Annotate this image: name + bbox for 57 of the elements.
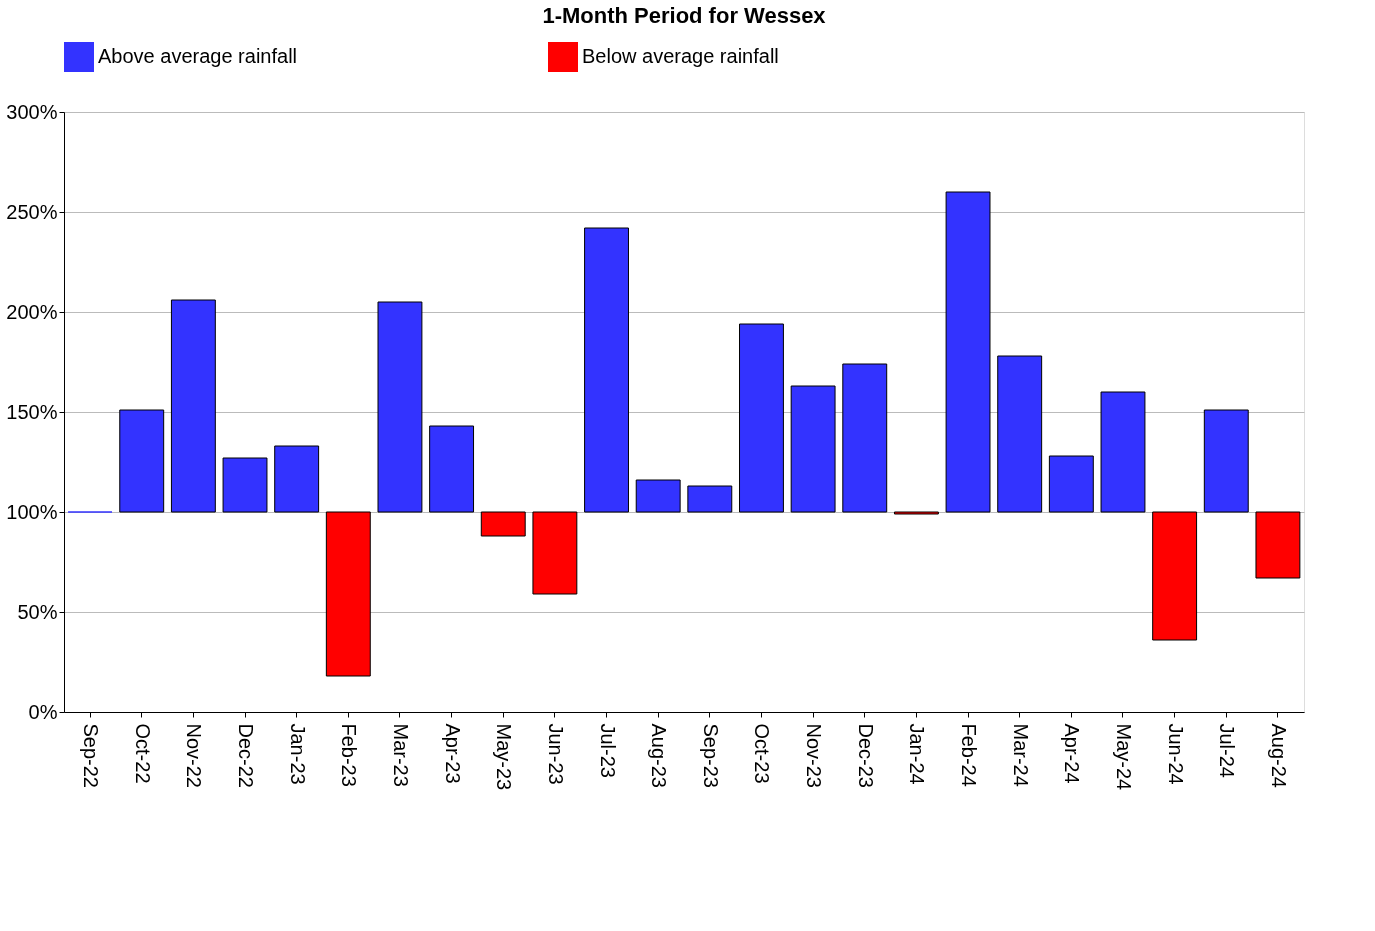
bar [480,511,526,537]
x-tick-label: Jun-24 [1164,723,1187,785]
bar [584,227,629,513]
x-tick-label: Nov-23 [803,723,826,788]
y-tick-label: 100% [6,500,58,523]
legend-label: Above average rainfall [98,45,298,67]
x-tick-label: Aug-23 [648,723,671,788]
bar [842,363,888,513]
y-tick-label: 250% [6,200,58,223]
x-tick-label: Jan-23 [286,723,309,785]
bar [1255,511,1301,579]
chart-title: 1-Month Period for Wessex [542,3,827,28]
x-tick-label: Jan-24 [906,723,929,785]
y-tick-label: 150% [6,400,58,423]
bar [893,511,939,515]
bar [532,511,578,595]
y-tick-label: 0% [28,700,58,723]
x-tick-label: Mar-24 [1009,723,1032,787]
legend-label: Below average rainfall [582,45,779,67]
x-tick-label: Oct-23 [751,723,774,784]
bar [997,355,1043,513]
x-tick-label: Jun-23 [544,723,567,785]
bar [429,425,475,513]
x-tick-label: May-24 [1112,723,1135,791]
bar [687,485,733,513]
bar [790,385,836,513]
x-tick-label: Jul-23 [596,723,619,778]
bar [222,457,268,513]
bar [1152,511,1198,641]
bar [325,511,371,677]
x-tick-label: Nov-22 [183,723,206,788]
x-tick-label: Sep-22 [80,723,103,788]
x-tick-label: Apr-23 [441,723,464,784]
x-tick-label: Aug-24 [1267,723,1290,788]
x-tick-label: Feb-24 [958,723,981,787]
bar [274,445,320,513]
bar [945,191,991,513]
bar [377,301,423,513]
y-tick-label: 50% [17,600,58,623]
bar [170,299,216,513]
bar [1203,409,1249,513]
x-tick-label: Feb-23 [338,723,361,787]
x-tick-label: Dec-23 [854,723,877,788]
bar [739,323,784,513]
x-tick-label: Sep-23 [699,723,722,788]
bar [1048,455,1094,513]
bar [119,409,165,513]
x-tick-label: Apr-24 [1061,723,1084,784]
x-tick-label: Jul-24 [1216,723,1239,778]
bar [635,479,681,513]
x-tick-label: Oct-22 [131,723,154,784]
x-tick-label: Dec-22 [235,723,258,788]
y-tick-label: 200% [6,300,58,323]
x-tick-label: May-23 [493,723,516,791]
y-tick-label: 300% [6,100,58,123]
x-tick-label: Mar-23 [389,723,412,787]
bar [1100,391,1146,513]
